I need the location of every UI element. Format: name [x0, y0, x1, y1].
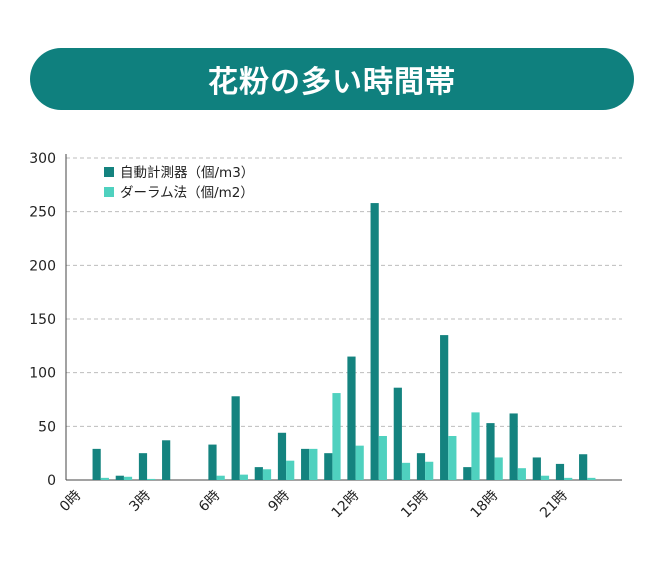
x-tick-label: 9時: [265, 488, 293, 516]
legend-label-1: 自動計測器（個/m3）: [120, 165, 254, 181]
bar-series-1: [463, 467, 472, 480]
legend-swatch-1: [104, 167, 114, 177]
bar-series-1: [555, 463, 565, 480]
bar-series-2: [309, 448, 318, 480]
bar-series-1: [231, 396, 240, 480]
y-tick-label: 150: [29, 312, 56, 328]
bar-series-2: [587, 477, 596, 480]
bar-series-1: [440, 335, 449, 480]
bar-series-2: [262, 469, 272, 480]
bar-series-1: [486, 423, 495, 480]
y-tick-label: 200: [29, 258, 56, 274]
x-tick-label: 15時: [398, 488, 432, 522]
bar-series-2: [355, 445, 364, 480]
bar-series-1: [579, 454, 588, 480]
bar-series-2: [494, 457, 503, 480]
x-tick-label: 3時: [126, 488, 154, 516]
bar-series-1: [254, 467, 263, 480]
bar-series-1: [324, 453, 333, 480]
bar-series-1: [393, 387, 402, 480]
bar-series-1: [277, 432, 287, 480]
bar-series-2: [147, 478, 156, 480]
bar-series-1: [509, 413, 518, 480]
bar-series-1: [416, 453, 426, 480]
bar-series-2: [378, 435, 387, 480]
y-tick-label: 0: [47, 473, 56, 489]
bar-series-1: [162, 440, 171, 480]
legend-label-2: ダーラム法（個/m2）: [120, 185, 254, 201]
bar-series-2: [286, 460, 295, 480]
bar-series-1: [138, 453, 148, 480]
title-banner: 花粉の多い時間帯: [30, 48, 634, 110]
chart-title: 花粉の多い時間帯: [208, 65, 456, 100]
bar-series-2: [123, 476, 133, 480]
bar-series-2: [100, 477, 109, 480]
bar-series-2: [332, 393, 341, 480]
y-tick-label: 50: [38, 419, 56, 435]
bar-series-2: [239, 474, 248, 480]
bar-series-1: [208, 444, 217, 480]
bar-series-2: [401, 462, 411, 480]
y-tick-label: 100: [29, 366, 56, 382]
bar-series-1: [115, 475, 124, 480]
x-tick-label: 18時: [468, 488, 502, 522]
legend-swatch-2: [104, 187, 114, 197]
bar-series-2: [517, 468, 526, 480]
bar-series-1: [301, 448, 310, 480]
y-tick-label: 300: [29, 151, 56, 167]
bar-series-1: [370, 203, 379, 480]
bar-series-2: [471, 412, 480, 480]
y-tick-label: 250: [29, 205, 56, 221]
x-tick-label: 21時: [537, 488, 571, 522]
bar-series-2: [216, 475, 225, 480]
bar-series-1: [92, 448, 101, 480]
x-tick-label: 6時: [196, 488, 224, 516]
x-tick-label: 0時: [57, 488, 85, 516]
bar-series-2: [564, 477, 573, 480]
bar-series-2: [540, 475, 550, 480]
bar-series-2: [448, 435, 457, 480]
bar-series-1: [532, 457, 541, 480]
x-tick-label: 12時: [329, 488, 363, 522]
bar-series-1: [347, 356, 356, 480]
bar-series-2: [425, 461, 434, 480]
